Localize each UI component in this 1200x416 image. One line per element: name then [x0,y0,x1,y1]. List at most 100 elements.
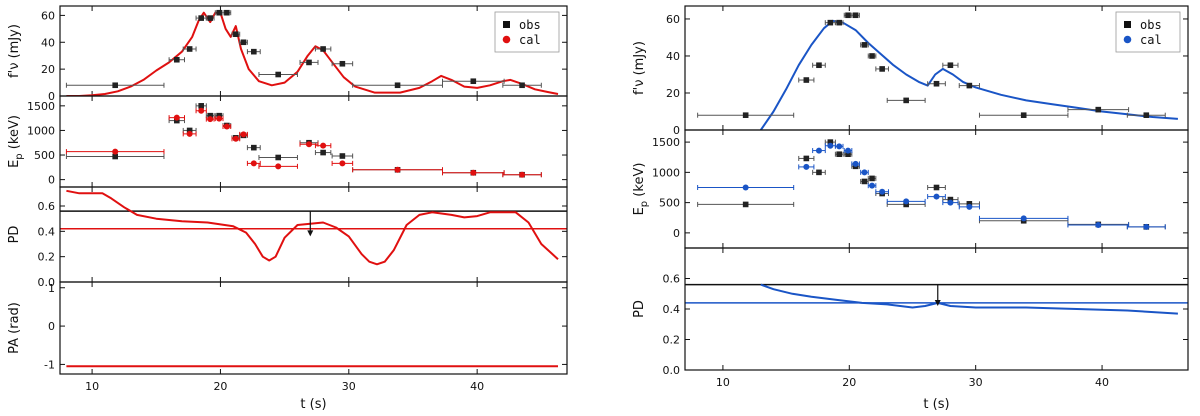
y-tick-label: 0.6 [38,200,56,213]
ylabel-Ep: Ep (keV) [632,163,650,216]
upper-limit-arrow-head [307,230,314,237]
obs-point [240,39,247,46]
ylabel-PD-wrap: PD [632,300,647,318]
obs-point [320,46,326,52]
legend-marker-circle [502,35,511,44]
y-tick-label: 0.0 [663,364,681,377]
obs-point [174,56,180,63]
x-tick-label: 30 [969,376,983,389]
obs-point [836,19,842,26]
obs-point [394,82,401,89]
cal-point [394,166,401,173]
obs-point [112,82,118,89]
obs-point [903,97,909,104]
legend-marker-square [1124,21,1131,28]
panel-frame-flux [684,5,1189,131]
obs-point [816,62,822,69]
obs-point [198,15,204,21]
cal-point [207,116,214,123]
x-tick-label: 20 [842,376,856,389]
panel-PD-right: 0.0 0.2 0.4 0.6 PD [632,247,1189,377]
cal-point [232,135,239,142]
upper-limit-arrow-head [934,299,941,306]
y-tick-label: 0.6 [663,273,681,286]
cal-point [320,142,327,149]
obs-point [845,12,851,19]
plot-area-Ep [697,139,1166,230]
cal-point [869,182,876,189]
panel-frame-PD [684,247,1189,371]
y-tick-label: 0.4 [663,303,681,316]
ylabel-PA-wrap: PA (rad) [7,302,22,354]
obs-point [320,149,326,156]
plot-area-PD [685,283,1188,315]
panel-flux-left: 0 20 40 60 f'ν (mJy) [7,5,568,103]
panel-PA-left: -1 0 1 PA (rad) [7,281,568,375]
cal-point [966,203,973,210]
x-axis-label: t (s) [300,397,326,412]
y-tick-label: 0.2 [663,334,681,347]
y-tick-label: 500 [34,149,55,162]
obs-point [339,153,346,159]
y-tick-label: 500 [659,197,680,210]
obs-point [852,12,859,19]
legend-label-cal: cal [1140,33,1162,47]
obs-point [224,9,230,16]
legend-label-obs: obs [519,18,541,32]
x-axis-label: t (s) [923,397,949,412]
y-tick-label: 0.0 [38,276,56,289]
ylabel-PA: PA (rad) [7,302,22,354]
plot-area-flux [697,12,1178,130]
cal-point [1020,215,1027,222]
cal-point [223,123,230,130]
x-tick-label: 20 [213,380,227,393]
panel-frame-flux [59,5,568,97]
obs-point [275,71,282,78]
obs-point [827,139,834,145]
obs-point [1020,112,1027,118]
x-tick-label: 10 [85,380,99,393]
ylabel-flux-wrap: f'ν (mJy) [632,41,647,95]
ylabel-PD-wrap: PD [7,226,22,244]
y-tick-label: -1 [44,358,55,371]
cal-point [836,143,843,150]
cal-point [275,163,282,170]
obs-point [742,112,749,118]
obs-point [112,153,118,160]
ylabel-Ep-wrap: Ep (keV) [7,115,25,168]
panel-PD-left: 0.0 0.2 0.4 0.6 PD [7,186,568,289]
cal-point [186,130,193,137]
cal-point [933,193,940,200]
obs-point [1143,112,1150,118]
cal-point [250,160,257,167]
panel-frame-Ep [59,95,568,188]
cal-point [879,188,886,195]
legend-marker-circle [1123,35,1132,44]
ylabel-flux-wrap: f'ν (mJy) [7,24,22,78]
cal-point [216,115,223,122]
obs-point [1095,106,1102,113]
y-tick-label: 0 [48,90,55,103]
y-tick-label: 40 [666,50,680,63]
obs-point [933,184,940,191]
obs-point [306,59,312,66]
x-tick-label: 30 [342,380,356,393]
plot-area-PD [60,189,567,266]
legend-label-cal: cal [519,33,541,47]
y-tick-label: 40 [41,36,55,49]
cal-point [742,184,749,191]
x-tick-label: 10 [716,376,730,389]
cal-point [519,171,526,178]
panel-frame-PD [59,186,568,283]
ylabel-flux: f'ν (mJy) [7,24,22,78]
obs-point [275,154,282,161]
y-tick-label: 0 [48,320,55,333]
obs-point [470,78,477,85]
cal-point [845,147,852,154]
y-tick-label: 0 [673,124,680,137]
y-tick-label: 1 [48,282,55,295]
